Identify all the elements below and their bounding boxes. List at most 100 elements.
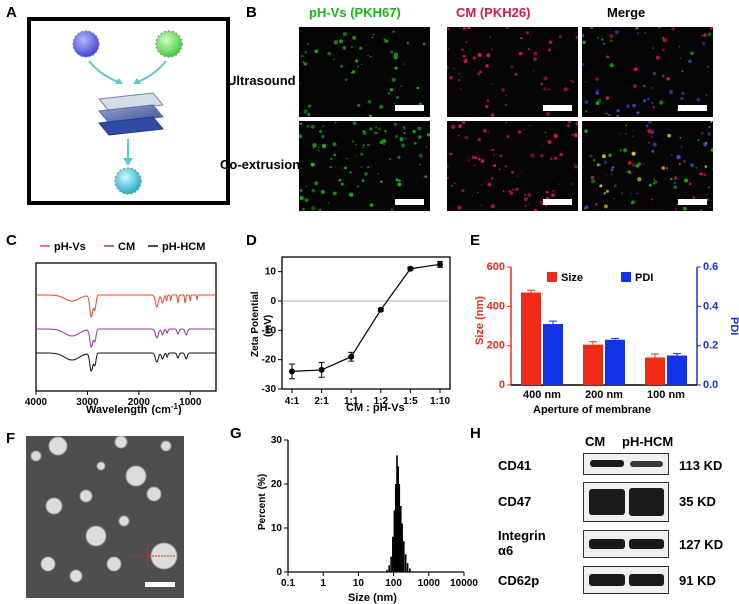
ftir-xlabel: Wavelength (cm-1) <box>86 402 182 415</box>
size-xtick: 100 <box>385 578 402 589</box>
wb-kd-cd47: 35 KD <box>679 494 716 509</box>
size-xtick: 10 <box>353 578 365 589</box>
svg-text:0.2: 0.2 <box>703 340 718 352</box>
svg-text:3000: 3000 <box>76 397 99 408</box>
svg-text:0.0: 0.0 <box>703 379 718 391</box>
distribution-bar <box>398 484 401 572</box>
size-bar <box>645 357 665 385</box>
micrograph-ultrasound-green <box>299 27 430 117</box>
wb-label-integrin: Integrin α6 <box>498 528 546 558</box>
micrograph-ultrasound-merge <box>582 27 713 117</box>
zeta-xlabel: CM : pH-Vs <box>346 402 405 414</box>
pdi-ylabel: PDI <box>728 317 739 335</box>
svg-text:10: 10 <box>265 267 277 278</box>
svg-text:200: 200 <box>487 340 505 352</box>
zeta-xtick: 1:1 <box>344 396 359 407</box>
svg-text:-20: -20 <box>262 355 277 366</box>
hybrid-vesicle-icon <box>114 167 142 195</box>
svg-text:20: 20 <box>271 479 283 490</box>
col-header-merge: Merge <box>607 5 646 20</box>
panel-label-f: F <box>6 430 16 447</box>
distribution-bar <box>390 556 392 572</box>
size-xtick: 1000 <box>418 578 441 589</box>
distribution-bar <box>401 523 403 572</box>
zeta-point <box>377 306 384 313</box>
svg-text:0: 0 <box>276 567 282 578</box>
wb-blot-cd47 <box>583 482 669 522</box>
legend-size: Size <box>561 272 583 284</box>
distribution-bar <box>399 506 402 572</box>
tem-micrograph <box>26 436 184 598</box>
wb-kd-cd62p: 91 KD <box>679 573 716 588</box>
zeta-ylabel: Zeta Potential <box>250 291 261 357</box>
distribution-bar <box>386 569 388 572</box>
zeta-point <box>437 261 443 268</box>
svg-text:30: 30 <box>271 435 283 446</box>
svg-text:-30: -30 <box>262 384 277 395</box>
zeta-yunit: (mV) <box>263 315 274 337</box>
svg-text:10: 10 <box>271 523 283 534</box>
wb-label-cd62p: CD62p <box>498 573 540 588</box>
distribution-bar <box>409 568 411 572</box>
svg-text:4000: 4000 <box>25 397 48 408</box>
size-bar <box>583 344 603 385</box>
distribution-bar <box>394 484 397 572</box>
wb-col-cm: CM <box>585 434 606 449</box>
svg-text:0.4: 0.4 <box>703 300 719 312</box>
svg-text:0: 0 <box>270 296 276 307</box>
aperture-xtick: 200 nm <box>585 389 623 401</box>
wb-col-phhcm: pH-HCM <box>622 434 674 449</box>
zeta-xtick: 1:2 <box>374 396 389 407</box>
svg-text:0.6: 0.6 <box>703 261 718 273</box>
col-header-phvs: pH-Vs (PKH67) <box>309 5 401 20</box>
zeta-point <box>318 366 325 373</box>
panel-label-g: G <box>230 425 242 442</box>
panel-label-c: C <box>6 232 17 249</box>
legend-cm: CM <box>118 241 135 253</box>
size-xlabel: Size (nm) <box>348 592 397 604</box>
wb-blot-cd41 <box>583 453 669 475</box>
pdi-bar <box>543 324 563 385</box>
micrograph-coextrusion-red <box>447 121 578 211</box>
distribution-bar <box>404 554 407 572</box>
row-label-coextrusion: Co-extrusion <box>220 157 301 172</box>
distribution-bar <box>403 541 405 572</box>
micrograph-ultrasound-red <box>447 27 578 117</box>
wb-label-cd41: CD41 <box>498 458 532 473</box>
wb-blot-cd62p <box>583 566 669 594</box>
size-pdi-chart: 600 400 200 0 0.6 0.4 0.2 0.0 Size PDI 400 nm 200 n… <box>474 261 739 415</box>
wb-kd-integrin: 127 KD <box>679 537 724 552</box>
wb-kd-cd41: 113 KD <box>679 458 723 473</box>
zeta-xtick: 1:5 <box>403 396 418 407</box>
zeta-xtick: 4:1 <box>285 396 300 407</box>
zeta-xtick: 2:1 <box>314 396 329 407</box>
legend-pdi: PDI <box>635 272 653 284</box>
panel-label-b: B <box>246 4 257 21</box>
aperture-xlabel: Aperture of membrane <box>533 404 651 415</box>
panel-label-d: D <box>246 232 257 249</box>
distribution-bar <box>393 510 396 572</box>
legend-phhcm: pH-HCM <box>162 241 205 253</box>
zeta-point <box>348 353 355 360</box>
col-header-cm: CM (PKH26) <box>456 5 531 20</box>
distribution-bar <box>406 563 409 572</box>
svg-text:1000: 1000 <box>179 397 202 408</box>
zeta-xtick: 1:10 <box>430 396 450 407</box>
panel-label-h: H <box>470 425 481 442</box>
panel-label-a: A <box>6 4 17 21</box>
blue-vesicle-icon <box>72 30 100 58</box>
zeta-point <box>289 368 295 375</box>
micrograph-coextrusion-merge <box>582 121 713 211</box>
zeta-potential-chart: 10 0 -10 -20 -30 4:1 2:1 1:1 1:2 1:5 1:10 Zeta Pot… <box>250 256 451 414</box>
svg-text:-10: -10 <box>262 325 277 336</box>
size-bar <box>521 292 541 385</box>
panel-label-e: E <box>470 232 481 249</box>
distribution-bar <box>396 455 398 572</box>
size-ylabel: Size (nm) <box>474 296 486 345</box>
svg-text:0: 0 <box>499 379 505 391</box>
zeta-point <box>407 265 414 272</box>
pdi-bar <box>667 355 687 385</box>
size-xtick: 10000 <box>450 578 478 589</box>
size-xtick: 1 <box>320 578 326 589</box>
size-xtick: 0.1 <box>281 578 295 589</box>
